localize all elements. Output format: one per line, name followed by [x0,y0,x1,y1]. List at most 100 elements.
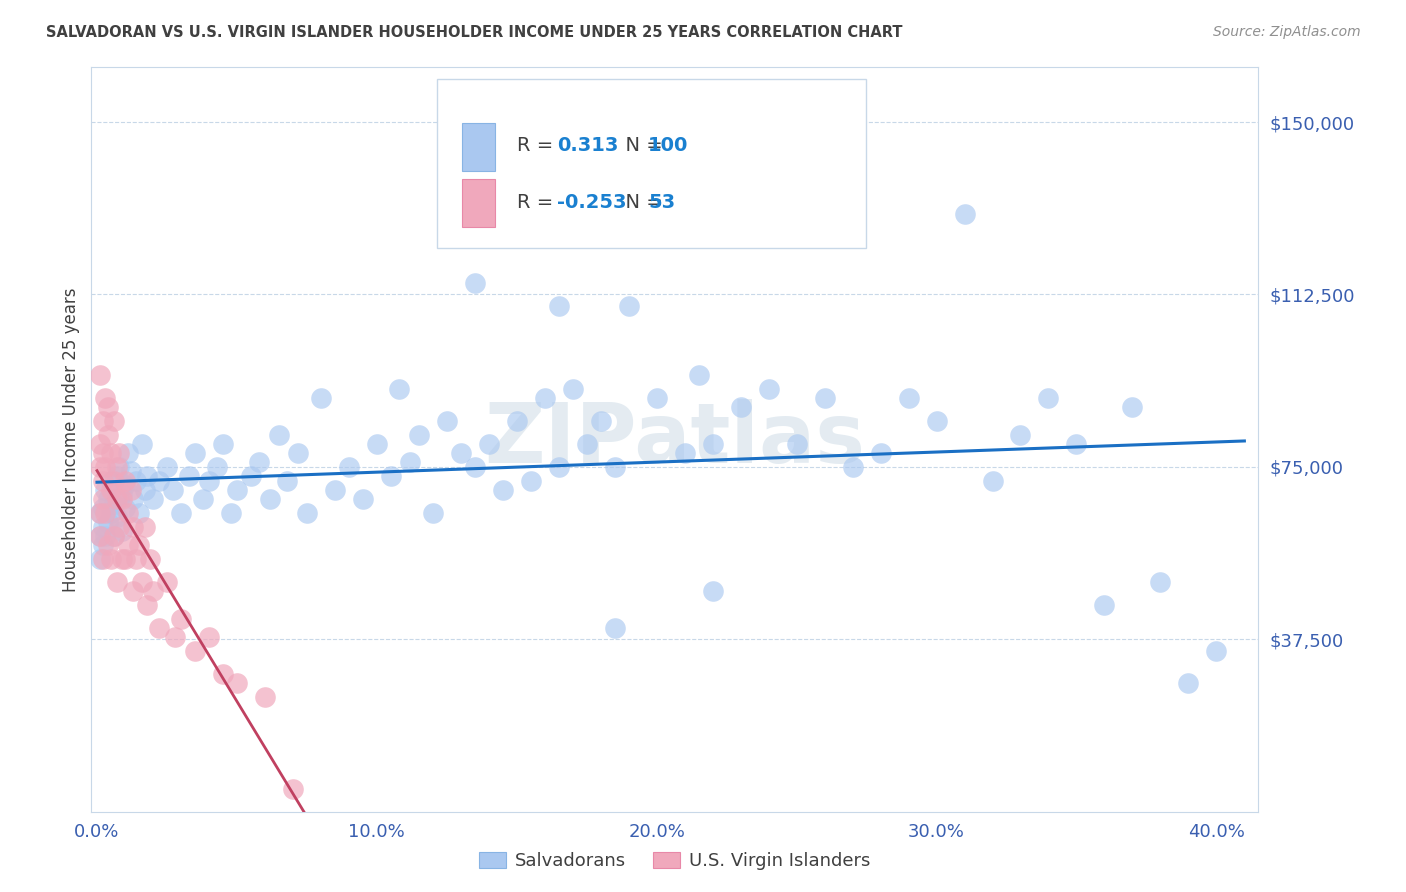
Point [125,474,148,488]
Point [352,492,374,507]
Point [1205,644,1227,658]
Point [603,459,626,474]
Point [131,437,153,451]
Point [114,478,136,492]
Point [323,483,346,497]
Point [122,492,145,507]
Point [212,437,235,451]
Point [91,501,114,516]
Point [108,446,131,460]
Point [100,552,122,566]
Point [108,492,131,507]
Text: 0.313: 0.313 [557,136,619,154]
Point [1177,676,1199,690]
Point [287,446,309,460]
Point [89,368,111,382]
Point [97,515,120,529]
Point [408,427,430,442]
Point [813,391,835,405]
Text: 100: 100 [648,136,689,154]
Point [97,538,120,552]
Point [103,529,125,543]
Point [105,459,128,474]
Point [380,469,402,483]
Point [184,644,207,658]
Point [1149,574,1171,589]
Point [142,492,165,507]
Point [897,391,920,405]
Text: 53: 53 [648,193,675,212]
Point [198,630,221,644]
Point [589,414,612,428]
Point [575,437,598,451]
Point [450,446,472,460]
Point [478,437,501,451]
Point [136,598,159,612]
Point [111,552,134,566]
Point [786,437,808,451]
Point [100,506,122,520]
Point [89,506,111,520]
Point [179,469,201,483]
Point [111,492,134,507]
Point [388,382,411,396]
Point [94,391,117,405]
Text: ZIPatlas: ZIPatlas [485,399,865,480]
Point [122,519,145,533]
Point [97,400,120,414]
Point [226,483,249,497]
Text: SALVADORAN VS U.S. VIRGIN ISLANDER HOUSEHOLDER INCOME UNDER 25 YEARS CORRELATION: SALVADORAN VS U.S. VIRGIN ISLANDER HOUSE… [46,25,903,40]
Point [547,299,569,313]
Point [120,465,142,479]
Point [103,529,125,543]
Point [547,459,569,474]
Point [267,427,290,442]
Text: Source: ZipAtlas.com: Source: ZipAtlas.com [1213,25,1361,39]
Point [253,690,276,704]
Point [97,492,120,507]
Point [91,538,114,552]
Point [702,584,724,599]
Legend: Salvadorans, U.S. Virgin Islanders: Salvadorans, U.S. Virgin Islanders [472,845,877,877]
Point [94,483,117,497]
Point [111,524,134,539]
Point [117,446,139,460]
Point [117,506,139,520]
Point [295,506,318,520]
Text: R =: R = [517,193,560,212]
Text: -0.253: -0.253 [557,193,626,212]
Point [519,474,541,488]
Point [114,501,136,516]
Text: N =: N = [613,193,669,212]
Point [1066,437,1088,451]
Point [645,391,668,405]
Point [366,437,388,451]
Point [89,552,111,566]
Point [134,519,156,533]
Point [94,459,117,474]
Point [100,446,122,460]
Point [198,474,221,488]
Text: N =: N = [613,136,669,154]
Point [91,519,114,533]
Point [142,584,165,599]
Y-axis label: Householder Income Under 25 years: Householder Income Under 25 years [62,287,80,591]
Point [399,455,422,469]
Point [122,584,145,599]
Point [1010,427,1032,442]
Point [89,437,111,451]
Point [89,529,111,543]
Point [309,391,332,405]
Point [94,529,117,543]
Point [422,506,444,520]
Point [114,552,136,566]
Point [105,510,128,524]
Point [170,506,193,520]
Point [981,474,1004,488]
Point [226,676,249,690]
Point [97,427,120,442]
Point [281,781,304,796]
Point [730,400,752,414]
Point [105,492,128,507]
Point [464,276,486,290]
